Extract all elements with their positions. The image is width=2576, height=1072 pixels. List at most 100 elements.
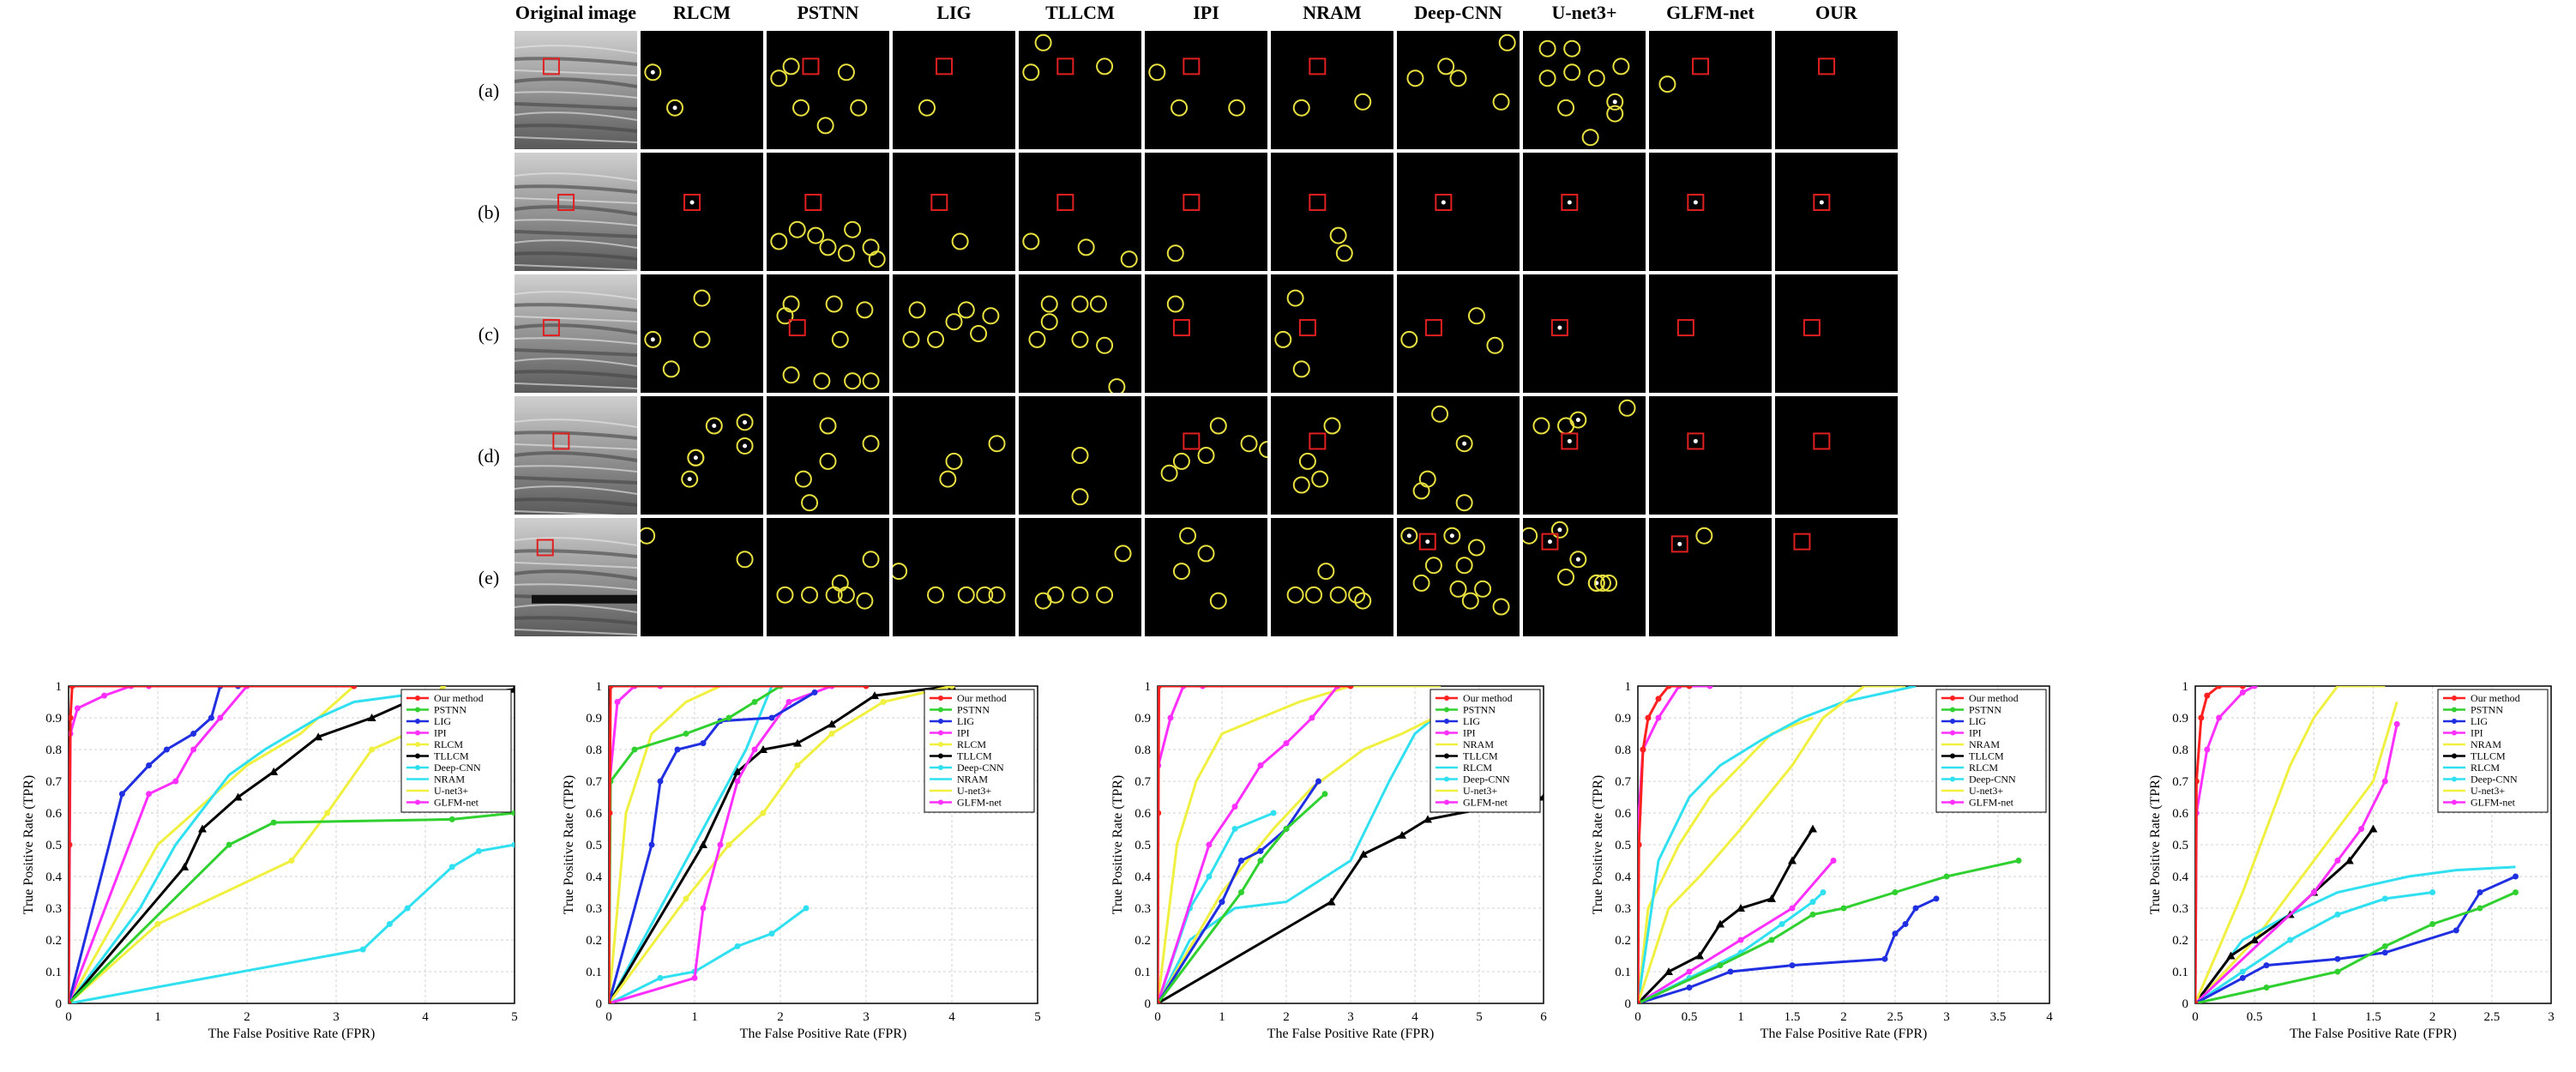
y-axis-label: True Positive Rate (TPR): [2148, 775, 2163, 915]
false-alarm-circle: [951, 232, 969, 250]
legend-entry: U-net3+: [957, 785, 991, 797]
roc-point: [1706, 686, 1713, 690]
false-alarm-circle: [1108, 378, 1126, 393]
target-box: [1309, 57, 1327, 75]
roc-point: [1809, 911, 1816, 918]
false-alarm-circle: [1335, 244, 1353, 262]
legend-entry: RLCM: [957, 738, 986, 750]
roc-point: [1238, 858, 1244, 864]
detection-map: [1019, 31, 1141, 149]
roc-point: [69, 1000, 72, 1003]
y-tick-label: 0: [2182, 997, 2189, 1011]
y-tick-label: 0.3: [2172, 902, 2188, 916]
roc-point: [448, 864, 455, 870]
false-alarm-circle: [1274, 330, 1292, 348]
target-box: [1298, 319, 1316, 337]
legend-entry: PSTNN: [2471, 704, 2503, 716]
false-alarm-circle: [736, 437, 754, 455]
false-alarm-circle: [1658, 75, 1676, 93]
false-alarm-circle: [927, 586, 945, 604]
detection-map: [767, 396, 889, 515]
roc-point: [359, 946, 366, 953]
roc-point: [1809, 899, 1816, 906]
row-label: (e): [478, 567, 500, 588]
legend-entry: NRAM: [957, 774, 988, 786]
column-header: GLFM-net: [1666, 2, 1754, 23]
false-alarm-circle: [1034, 33, 1052, 51]
roc-point: [948, 686, 955, 690]
y-tick-label: 0.3: [586, 902, 602, 916]
false-alarm-circle: [644, 63, 662, 81]
x-tick-label: 2.5: [1887, 1010, 1904, 1024]
detection-map: [1523, 396, 1646, 515]
false-alarm-circle: [705, 417, 723, 435]
roc-point: [475, 847, 482, 854]
false-alarm-circle: [1286, 586, 1304, 604]
false-alarm-circle: [1354, 93, 1372, 111]
target-box: [1676, 319, 1694, 337]
false-alarm-circle: [1197, 447, 1215, 464]
roc-point: [1768, 936, 1775, 943]
y-tick-label: 0.5: [586, 839, 602, 852]
detection-map: [1019, 153, 1141, 271]
roc-point: [440, 686, 447, 690]
roc-point: [2239, 689, 2246, 696]
false-alarm-circle: [837, 63, 855, 81]
roc-point: [2381, 895, 2388, 902]
detection-map: [1775, 396, 1898, 515]
roc-point: [760, 810, 767, 816]
y-tick-label: 0.3: [1135, 902, 1151, 916]
roc-point: [1321, 791, 1328, 798]
roc-point: [2513, 889, 2519, 895]
detection-map: [1775, 274, 1898, 393]
false-alarm-circle: [868, 250, 886, 268]
false-alarm-circle: [1166, 244, 1184, 262]
x-tick-label: 4: [422, 1010, 429, 1024]
roc-point: [1158, 1000, 1161, 1003]
legend-entry: RLCM: [2471, 762, 2500, 774]
roc-chart: 0 0.1 0.2 0.3 0.4 0.5 0.6 0.7 0.8 0.9 1 0 1 2 3 4 5 6 The …: [1110, 680, 1547, 1041]
roc-point: [1645, 714, 1652, 721]
roc-point: [314, 732, 323, 741]
column-header: LIG: [936, 2, 972, 23]
target-box: [1687, 193, 1705, 211]
roc-series-line: [1638, 828, 1815, 1003]
false-alarm-circle: [1077, 238, 1095, 256]
roc-point: [2015, 858, 2022, 864]
roc-point: [648, 841, 655, 848]
roc-point: [1315, 778, 1321, 785]
false-alarm-circle: [1228, 99, 1246, 117]
detection-map: [1397, 274, 1520, 393]
roc-point: [2263, 962, 2270, 969]
false-alarm-circle: [813, 372, 831, 390]
y-tick-label: 0: [56, 997, 63, 1011]
roc-point: [2453, 927, 2459, 934]
roc-point: [101, 692, 108, 699]
x-tick-label: 5: [511, 1010, 518, 1024]
roc-point: [717, 841, 724, 848]
roc-point: [793, 738, 802, 747]
false-alarm-circle: [816, 117, 834, 135]
legend-entry: TLLCM: [434, 750, 469, 762]
column-header: Original image: [515, 2, 637, 23]
false-alarm-circle: [1467, 539, 1485, 557]
legend-entry: RLCM: [434, 738, 463, 750]
roc-point: [2250, 936, 2260, 943]
roc-point: [163, 746, 170, 753]
y-tick-label: 0.4: [45, 870, 62, 884]
x-tick-label: 2: [1283, 1010, 1290, 1024]
false-alarm-circle: [1240, 435, 1258, 453]
roc-point: [734, 778, 741, 785]
false-alarm-circle: [819, 238, 837, 256]
column-header: TLLCM: [1045, 2, 1115, 23]
detection-map: [767, 31, 889, 149]
x-axis-label: The False Positive Rate (FPR): [1760, 1027, 1928, 1041]
roc-point: [609, 1000, 612, 1003]
original-infrared-image: [515, 274, 637, 393]
roc-point: [190, 746, 197, 753]
y-tick-label: 0.7: [586, 775, 602, 789]
false-alarm-circle: [1563, 39, 1581, 57]
roc-series-line: [1638, 859, 2019, 1003]
detection-map: [1397, 31, 1520, 149]
roc-point: [1912, 905, 1919, 912]
